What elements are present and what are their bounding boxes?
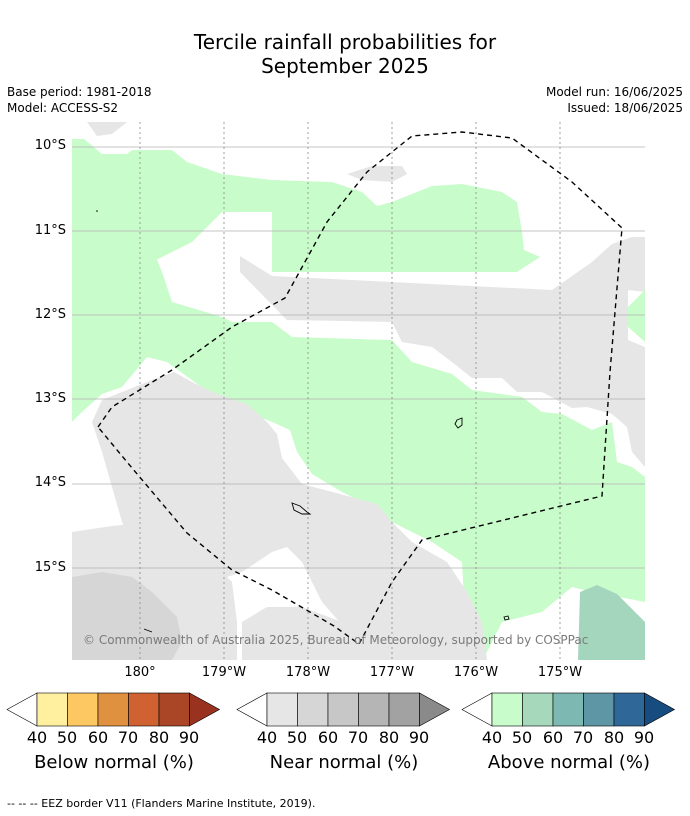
legend-arrow-high	[644, 692, 676, 727]
legend-arrow-low	[6, 692, 38, 727]
tick-label: 40	[481, 728, 503, 747]
near-normal-50-region	[72, 572, 182, 660]
tick-label: 90	[178, 728, 200, 747]
legend-above-normal-label: Above normal (%)	[487, 752, 651, 773]
meta-right: Model run: 16/06/2025 Issued: 18/06/2025	[546, 84, 683, 116]
island-a	[454, 417, 463, 429]
tick-label: 80	[148, 728, 170, 747]
legend-swatch	[327, 692, 359, 727]
legend-swatch	[522, 692, 554, 727]
lat-gridlines	[72, 146, 645, 569]
tick-label: 70	[117, 728, 139, 747]
lon-label-175w: 175°W	[537, 665, 583, 680]
above-normal-region-north	[72, 139, 540, 292]
lat-label-15s: 15°S	[34, 560, 66, 575]
legend-swatch	[297, 692, 329, 727]
tick-label: 50	[56, 728, 78, 747]
island-e	[96, 210, 98, 212]
meta-left: Base period: 1981-2018 Model: ACCESS-S2	[7, 84, 152, 116]
model-name: Model: ACCESS-S2	[7, 101, 119, 115]
rainfall-map	[72, 122, 645, 660]
base-period: Base period: 1981-2018	[7, 85, 152, 99]
legend-swatch	[388, 692, 420, 727]
model-run: Model run: 16/06/2025	[545, 85, 683, 99]
legend-below-normal-colorbar	[6, 692, 221, 727]
legend-swatch	[491, 692, 523, 727]
map-title: Tercile rainfall probabilities for Septe…	[0, 30, 690, 78]
tick-label: 70	[572, 728, 594, 747]
legend-swatch	[97, 692, 129, 727]
tick-label: 70	[347, 728, 369, 747]
near-normal-region-south-center	[242, 607, 372, 660]
title-line-2: September 2025	[261, 54, 429, 78]
above-normal-patch-east	[628, 290, 645, 342]
legend-swatch	[358, 692, 390, 727]
legend-near-normal-colorbar	[236, 692, 451, 727]
tick-label: 90	[633, 728, 655, 747]
legend-swatch	[158, 692, 190, 727]
title-line-1: Tercile rainfall probabilities for	[193, 30, 497, 54]
eez-footnote: -- -- -- EEZ border V11 (Flanders Marine…	[7, 797, 316, 810]
tick-label: 60	[87, 728, 109, 747]
legend-arrow-high	[419, 692, 451, 727]
island-b	[291, 502, 312, 515]
tick-label: 80	[603, 728, 625, 747]
legend-swatch	[613, 692, 645, 727]
lon-label-176w: 176°W	[453, 665, 499, 680]
legend-above-normal-colorbar	[461, 692, 676, 727]
tick-label: 90	[408, 728, 430, 747]
legend-arrow-high	[189, 692, 221, 727]
lat-label-10s: 10°S	[34, 138, 66, 153]
legend-swatch	[128, 692, 160, 727]
tick-label: 80	[378, 728, 400, 747]
lon-label-177w: 177°W	[369, 665, 415, 680]
lon-label-178w: 178°W	[285, 665, 331, 680]
issued-date: Issued: 18/06/2025	[567, 101, 683, 115]
tick-label: 50	[286, 728, 308, 747]
legend-near-normal-label: Near normal (%)	[269, 752, 419, 773]
island-d	[143, 628, 153, 633]
legend-swatch	[266, 692, 298, 727]
tick-label: 40	[256, 728, 278, 747]
legend-swatch	[36, 692, 68, 727]
legend-below-normal-label: Below normal (%)	[34, 752, 194, 773]
copyright-notice: © Commonwealth of Australia 2025, Bureau…	[83, 633, 589, 647]
legend-arrow-low	[236, 692, 268, 727]
lon-label-180: 180°	[124, 665, 156, 680]
tick-label: 50	[511, 728, 533, 747]
lat-label-14s: 14°S	[34, 475, 66, 490]
tick-label: 40	[26, 728, 48, 747]
legend-arrow-low	[461, 692, 493, 727]
near-normal-patch-top	[87, 122, 127, 136]
eez-border	[97, 131, 623, 646]
tick-label: 60	[542, 728, 564, 747]
island-c	[503, 615, 510, 621]
legend-swatch	[67, 692, 99, 727]
near-normal-band-central	[240, 237, 645, 467]
lat-label-11s: 11°S	[34, 223, 66, 238]
above-normal-region-west	[72, 212, 645, 660]
above-normal-50-region	[578, 585, 645, 660]
legend-swatch	[583, 692, 615, 727]
tick-label: 60	[317, 728, 339, 747]
lat-label-12s: 12°S	[34, 307, 66, 322]
legend-swatch	[552, 692, 584, 727]
lon-label-179w: 179°W	[201, 665, 247, 680]
lat-label-13s: 13°S	[34, 391, 66, 406]
